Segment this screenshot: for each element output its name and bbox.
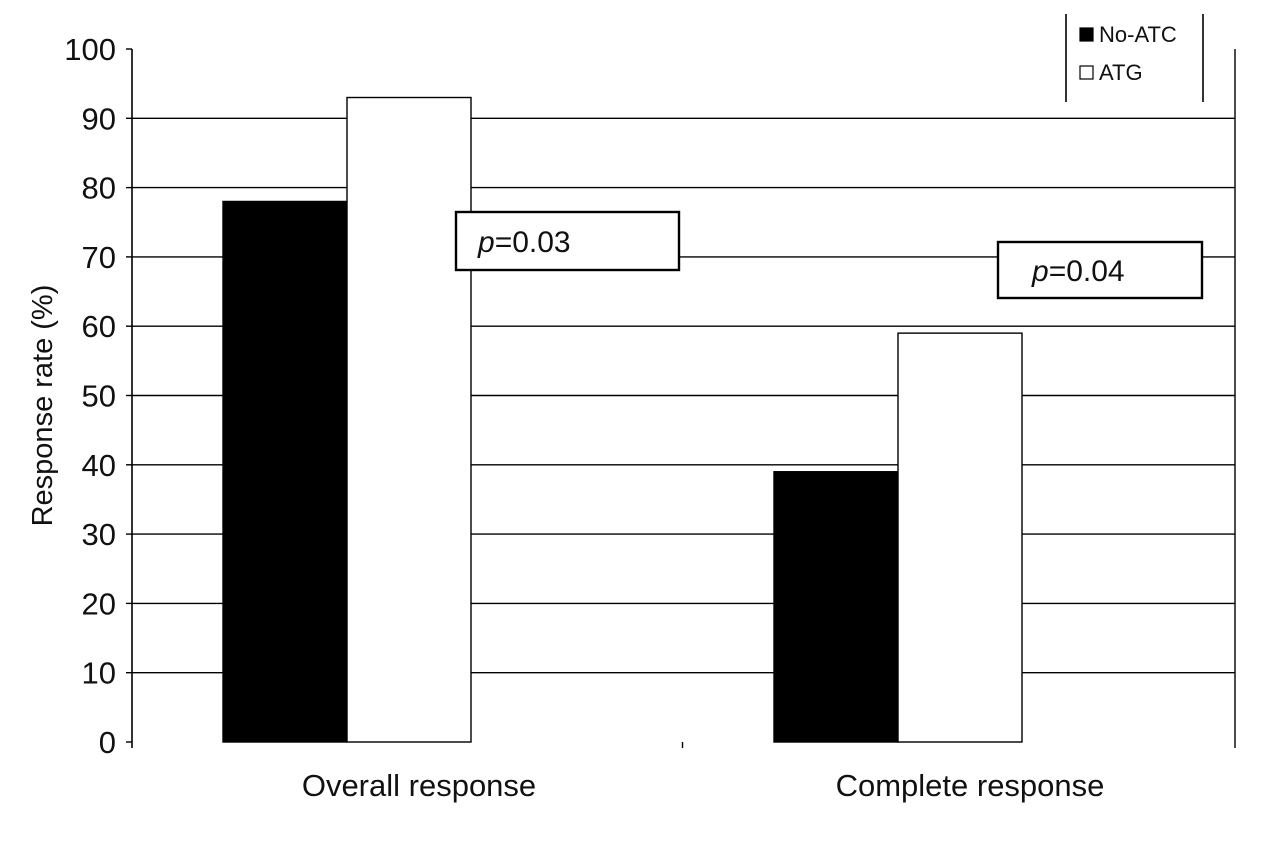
- annotations: p=0.03p=0.04: [454, 210, 1204, 300]
- y-tick-label: 70: [82, 240, 116, 275]
- x-category-label: Overall response: [302, 768, 536, 803]
- p-value-label: p=0.04: [1031, 255, 1125, 288]
- p-symbol: p: [1031, 255, 1049, 288]
- axes: [126, 48, 1236, 748]
- bar-atg: [346, 96, 472, 743]
- p-symbol: p: [477, 226, 495, 259]
- bars: [222, 96, 1023, 743]
- y-tick-label: 10: [82, 656, 116, 691]
- legend-swatch: [1079, 27, 1094, 42]
- y-axis-title: Response rate (%): [27, 285, 59, 527]
- y-tick-label: 50: [82, 379, 116, 414]
- legend-label: No-ATC: [1099, 22, 1177, 47]
- y-tick-label: 20: [82, 586, 116, 621]
- y-tick-label: 80: [82, 171, 116, 206]
- p-value-label: p=0.03: [477, 226, 571, 259]
- legend-label: ATG: [1099, 60, 1143, 85]
- bar-no-atc: [773, 471, 899, 743]
- y-tick-label: 40: [82, 448, 116, 483]
- labels: 0 10 20 30 40 50 60 70 80 90 100 Overall response Co…: [27, 32, 1104, 803]
- p-value-box: [996, 240, 1204, 300]
- y-tick-label: 0: [99, 725, 116, 760]
- y-tick-label: 100: [64, 32, 116, 67]
- y-tick-label: 30: [82, 517, 116, 552]
- p-value-text: =0.03: [495, 226, 571, 259]
- x-category-label: Complete response: [836, 768, 1105, 803]
- legend-swatch: [1079, 65, 1094, 80]
- y-tick-label: 90: [82, 101, 116, 136]
- legend: No-ATC ATG: [1065, 14, 1204, 102]
- y-tick-label: 60: [82, 309, 116, 344]
- p-value-text: =0.04: [1049, 255, 1125, 288]
- p-value-box: [454, 210, 681, 272]
- bar-no-atc: [222, 200, 348, 743]
- bar-atg: [897, 332, 1023, 743]
